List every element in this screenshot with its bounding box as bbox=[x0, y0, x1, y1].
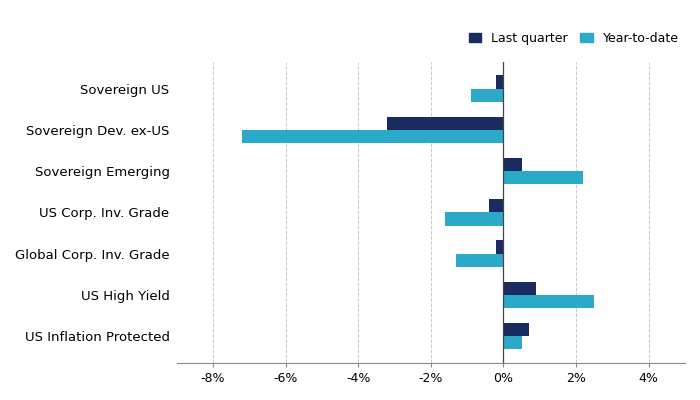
Bar bbox=[503, 336, 522, 349]
Bar bbox=[503, 323, 528, 336]
Bar bbox=[503, 282, 536, 295]
Bar bbox=[496, 240, 503, 254]
Bar bbox=[387, 116, 503, 130]
Bar bbox=[470, 88, 503, 102]
Bar bbox=[503, 158, 522, 171]
Bar bbox=[503, 295, 594, 308]
Bar bbox=[445, 212, 503, 226]
Bar bbox=[242, 130, 503, 143]
Bar bbox=[456, 254, 503, 267]
Bar bbox=[503, 171, 583, 184]
Bar bbox=[496, 75, 503, 88]
Legend: Last quarter, Year-to-date: Last quarter, Year-to-date bbox=[468, 32, 679, 45]
Bar bbox=[489, 199, 503, 212]
